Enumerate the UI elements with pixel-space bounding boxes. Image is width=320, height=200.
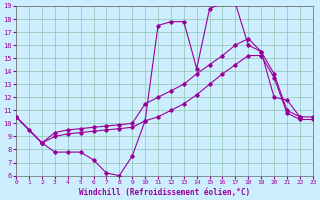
X-axis label: Windchill (Refroidissement éolien,°C): Windchill (Refroidissement éolien,°C) (79, 188, 250, 197)
